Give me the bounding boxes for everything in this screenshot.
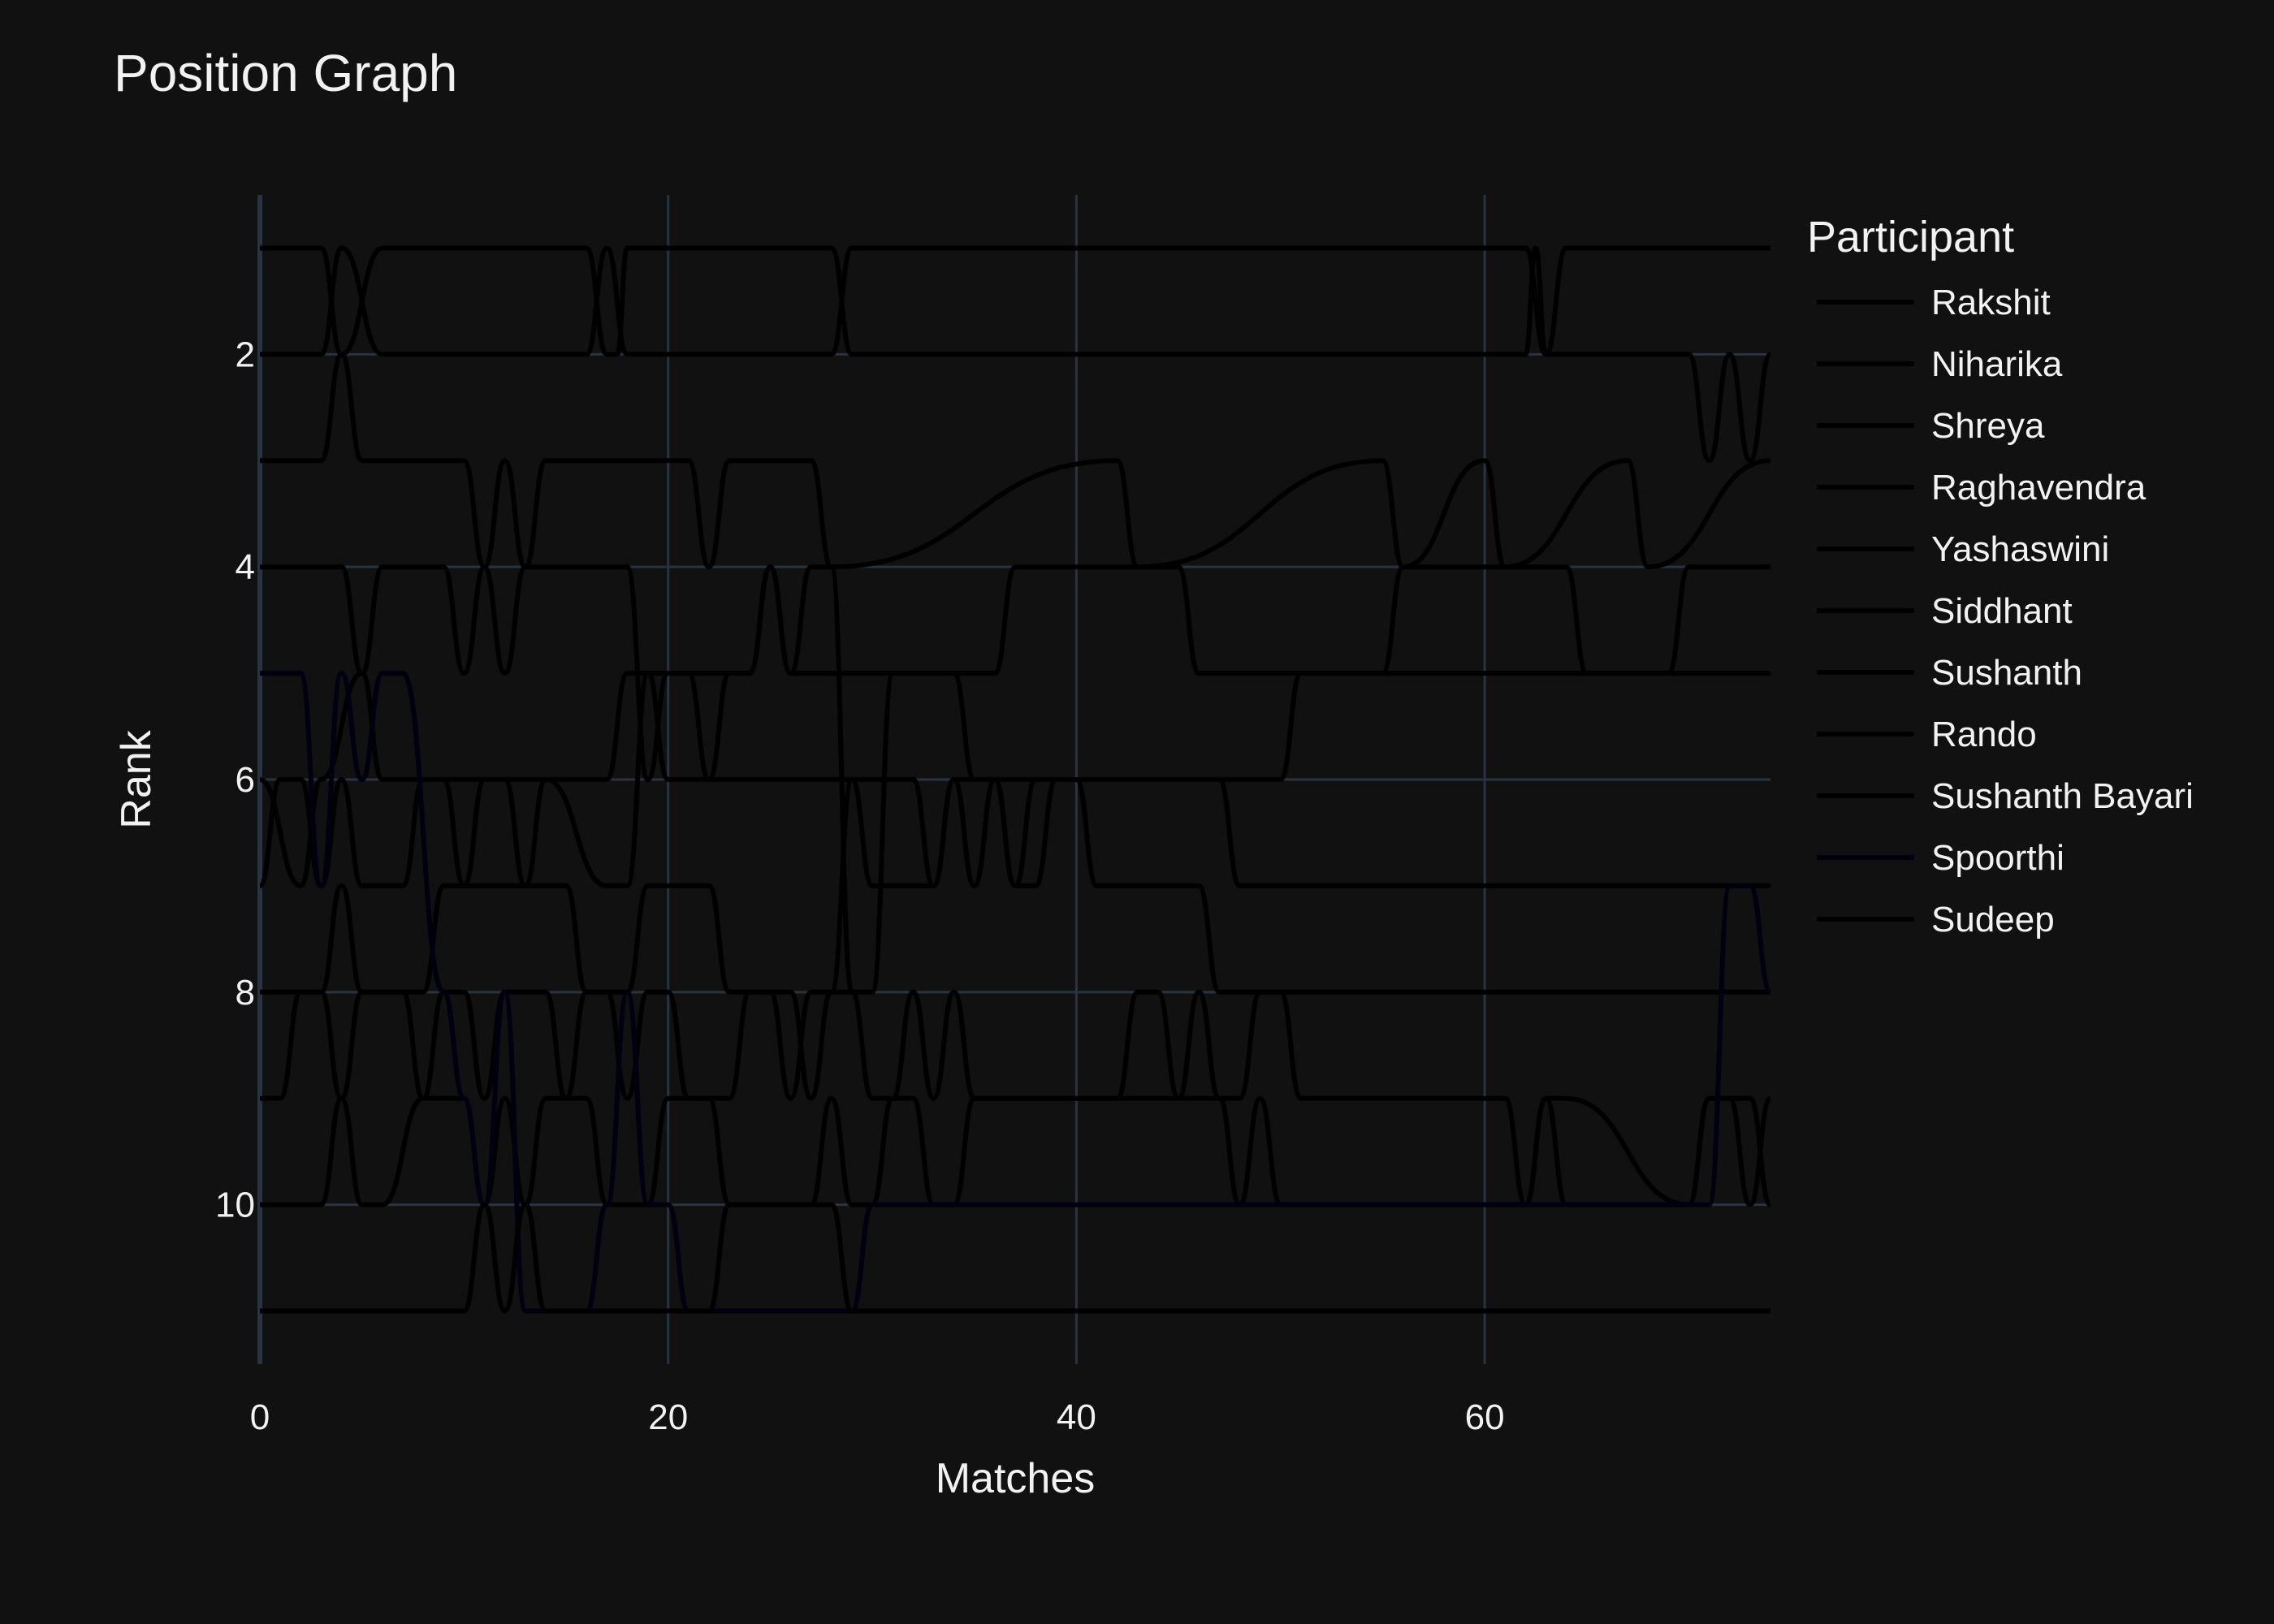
y-tick-label: 6 [236,760,255,800]
series-line-sushanth [260,777,1770,1101]
legend-item-label: Rakshit [1931,283,2051,322]
x-tick-label: 0 [250,1397,270,1437]
y-tick-label: 4 [236,547,255,587]
series-line-shreya [259,352,1771,570]
series-line-rando [260,989,1773,1207]
legend-item-label: Shreya [1931,406,2045,446]
chart-title: Position Graph [114,44,457,102]
legend-item-label: Spoorthi [1931,838,2064,878]
x-axis-ticks: 0 20 40 60 [250,1397,1505,1437]
series-line-sudeep [259,1202,1770,1314]
x-tick-label: 20 [648,1397,688,1437]
legend-item-label: Sudeep [1931,900,2055,939]
legend-item-label: Niharika [1931,344,2063,384]
y-axis-title: Rank [113,729,160,828]
legend-item-label: Siddhant [1931,591,2073,631]
x-axis-title: Matches [936,1455,1096,1502]
series-lines [257,245,1773,1314]
y-tick-label: 2 [236,335,255,374]
legend-item-label: Sushanth [1931,653,2082,693]
series-line-siddhant [257,564,1770,995]
legend: Participant Rakshit Niharika Shreya Raghave… [1807,213,2194,939]
legend-item-label: Sushanth Bayari [1931,776,2194,816]
legend-item-label: Yashaswini [1931,529,2109,569]
y-axis-ticks: 2 4 6 8 10 [215,335,255,1224]
series-line-rakshit [260,245,1770,357]
series-line-niharika [260,245,1773,464]
x-tick-label: 40 [1057,1397,1096,1437]
legend-title: Participant [1807,213,2014,261]
y-tick-label: 8 [236,973,255,1013]
y-tick-label: 10 [215,1186,255,1225]
series-line-spoorthi [260,671,1773,1314]
legend-item-label: Rando [1931,715,2037,754]
x-tick-label: 60 [1465,1397,1505,1437]
legend-item-label: Raghavendra [1931,468,2146,508]
